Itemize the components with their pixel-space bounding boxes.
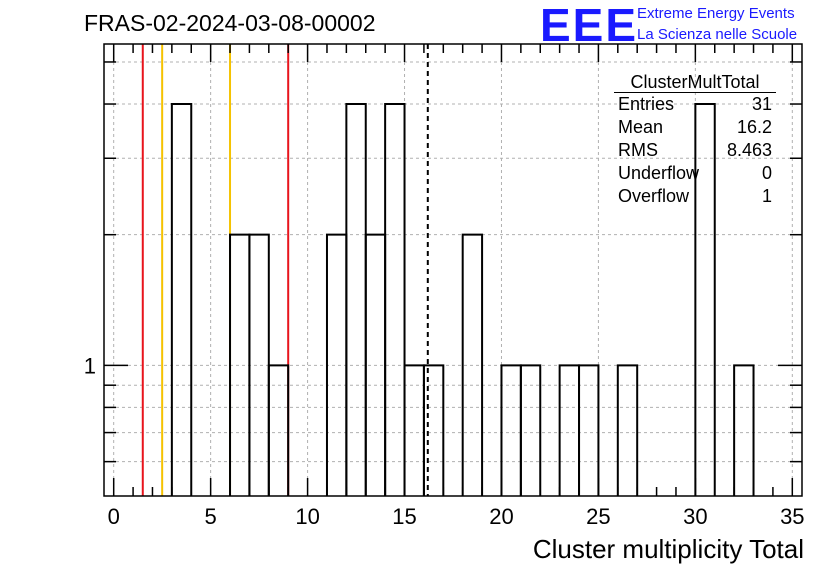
logo-tagline-2: La Scienza nelle Scuole	[637, 26, 798, 43]
histogram-bin	[403, 364, 425, 496]
stats-row-rms: RMS 8.463	[610, 139, 776, 162]
stats-row-overflow: Overflow 1	[610, 185, 776, 208]
x-tick-label: 25	[586, 504, 610, 529]
histogram-bin	[733, 364, 755, 496]
stats-label: Underflow	[618, 163, 700, 183]
histogram-bin	[461, 233, 484, 496]
eee-logo: EEE Extreme Energy Events La Scienza nel…	[540, 0, 830, 51]
y-tick-label: 1	[84, 353, 96, 378]
histogram-bin	[325, 233, 348, 496]
histogram-bin	[384, 103, 406, 496]
eee-logo-mark: EEE	[540, 0, 639, 51]
logo-tagline-1: Extreme Energy Events	[637, 5, 795, 22]
histogram-bin	[267, 364, 290, 496]
grid-lines	[104, 44, 802, 496]
x-tick-label: 5	[205, 504, 217, 529]
stats-label: Entries	[618, 94, 675, 114]
histogram-outline	[170, 103, 755, 496]
stats-box: ClusterMultTotal Entries 31 Mean 16.2 RM…	[610, 72, 776, 208]
x-tick-label: 20	[489, 504, 513, 529]
histogram-bin	[519, 364, 542, 496]
plot-frame-border	[103, 43, 803, 497]
stats-label: Mean	[618, 117, 664, 137]
axis-ticks: 0 5 10 15 20 25 30 351	[84, 44, 805, 529]
histogram-bin	[694, 103, 716, 496]
histogram-bin	[422, 364, 445, 496]
stats-label: RMS	[618, 140, 658, 160]
stats-value: 8.463	[726, 140, 772, 160]
histogram-bin	[616, 364, 639, 496]
histogram-bin	[345, 103, 367, 496]
stats-value: 1	[761, 186, 772, 206]
page-title: FRAS-02-2024-03-08-00002	[84, 10, 376, 36]
x-tick-label: 15	[392, 504, 416, 529]
stats-row-entries: Entries 31	[610, 93, 776, 116]
stats-value: 0	[761, 163, 772, 183]
x-tick-label: 35	[780, 504, 804, 529]
x-tick-label: 0	[108, 504, 120, 529]
x-tick-label: 30	[683, 504, 707, 529]
x-tick-label: 10	[295, 504, 319, 529]
stats-value: 16.2	[736, 117, 772, 137]
stats-row-underflow: Underflow 0	[610, 162, 776, 185]
plot-frame	[103, 43, 803, 497]
histogram-bin	[500, 364, 522, 496]
stats-title: ClusterMultTotal	[614, 72, 776, 93]
histogram-bin	[170, 103, 193, 496]
histogram-bin	[248, 233, 270, 496]
stats-value: 31	[751, 94, 772, 114]
histogram-bin	[578, 364, 600, 496]
stats-label: Overflow	[618, 186, 690, 206]
stats-row-mean: Mean 16.2	[610, 116, 776, 139]
x-axis-label: Cluster multiplicity Total	[532, 534, 804, 564]
